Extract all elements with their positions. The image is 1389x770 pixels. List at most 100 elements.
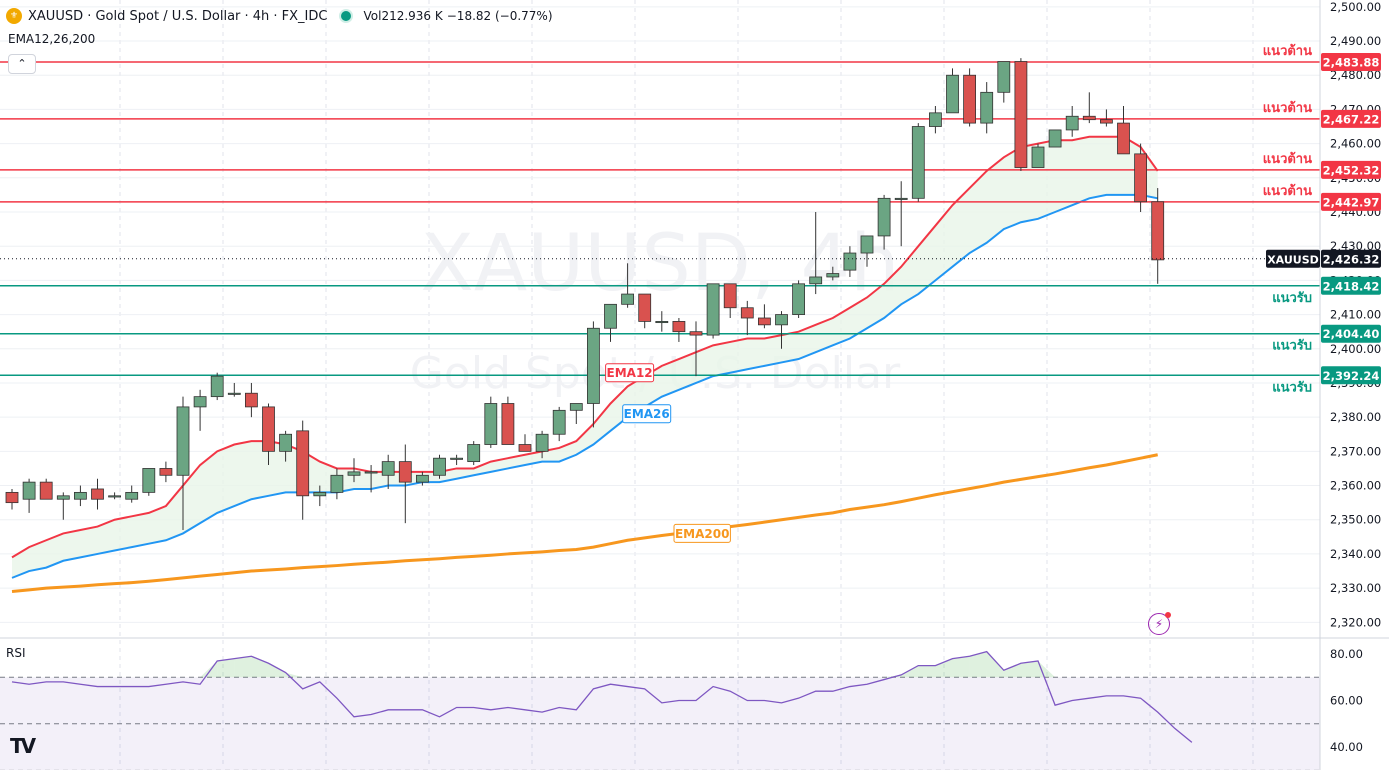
support-label: แนวรับ xyxy=(1272,380,1312,395)
level-price-tag-box xyxy=(1321,324,1381,343)
ema-label-text: EMA26 xyxy=(624,407,670,421)
level-price-tag: 2,418.42 xyxy=(1321,276,1381,295)
candle-body xyxy=(604,303,617,329)
candle xyxy=(1031,143,1045,168)
level-price-tag-box xyxy=(1321,160,1381,179)
candle-body xyxy=(843,252,857,271)
level-price-tag-box xyxy=(1321,52,1381,71)
rsi-overbought-fill xyxy=(986,651,1004,678)
candle xyxy=(467,441,481,466)
candle xyxy=(381,454,395,489)
candle xyxy=(775,311,788,349)
candle-body xyxy=(518,444,532,452)
tradingview-logo[interactable]: TV xyxy=(10,734,36,758)
level-price-tag-text: 2,467.22 xyxy=(1323,112,1380,126)
candle xyxy=(963,68,976,127)
candle xyxy=(621,263,634,308)
price-axis-tick-label: 2,370.00 xyxy=(1330,444,1381,458)
candle xyxy=(74,485,87,507)
candle xyxy=(125,485,139,503)
candle xyxy=(929,106,942,134)
gold-coin-icon: ⚜ xyxy=(6,8,22,24)
candle xyxy=(91,478,104,510)
candle xyxy=(638,293,652,329)
resistance-label: แนวต้าน xyxy=(1263,151,1312,167)
candle xyxy=(535,430,549,459)
candle xyxy=(159,461,173,483)
price-axis-tick-label: 2,340.00 xyxy=(1330,547,1381,561)
candle-body xyxy=(125,491,139,500)
candle-body xyxy=(193,396,207,408)
candle-body xyxy=(467,444,481,463)
level-price-tag-text: 2,392.24 xyxy=(1323,369,1380,383)
current-price-tag: XAUUSD 2,426.32 xyxy=(1266,249,1381,268)
level-price-tag-box xyxy=(1321,109,1381,128)
candle xyxy=(279,430,293,462)
collapse-legend-button[interactable]: ⌃ xyxy=(8,54,36,74)
level-price-tag: 2,483.88 xyxy=(1321,52,1381,71)
price-axis-tick-label: 2,480.00 xyxy=(1330,68,1381,82)
candle xyxy=(552,406,566,442)
level-price-tag-box xyxy=(1321,192,1381,211)
level-price-tag: 2,392.24 xyxy=(1321,366,1381,385)
candle xyxy=(809,212,823,295)
resistance-label: แนวต้าน xyxy=(1263,100,1312,116)
volume-change: −18.82 (−0.77%) xyxy=(446,9,553,23)
candle xyxy=(655,311,669,332)
candle-body xyxy=(723,283,737,309)
symbol-title[interactable]: XAUUSD · Gold Spot / U.S. Dollar · 4h · … xyxy=(28,8,328,24)
candle-body xyxy=(91,488,104,500)
lightning-icon[interactable]: ⚡ xyxy=(1148,612,1171,635)
level-price-tag: 2,452.32 xyxy=(1321,160,1381,179)
rsi-indicator-legend[interactable]: RSI xyxy=(6,646,26,660)
ema-label-text: EMA200 xyxy=(675,527,729,541)
resistance-label: แนวต้าน xyxy=(1263,43,1312,59)
candle-body xyxy=(159,468,173,476)
rsi-axis-tick-label: 60.00 xyxy=(1330,694,1363,708)
candle-body xyxy=(758,317,771,326)
candle xyxy=(484,396,498,448)
candle xyxy=(1048,129,1062,148)
ema12-line xyxy=(11,135,1159,559)
ema-indicator-legend[interactable]: EMA12,26,200 xyxy=(8,32,96,46)
candle-body xyxy=(552,409,566,435)
candle xyxy=(1134,143,1147,212)
candle-body xyxy=(706,283,720,336)
candle-body xyxy=(672,321,686,333)
candle-body xyxy=(980,91,994,124)
candle-body xyxy=(826,273,840,278)
candle xyxy=(911,123,925,202)
candle xyxy=(415,471,429,486)
candle xyxy=(706,283,720,339)
candle-body xyxy=(74,491,87,500)
price-axis-tick-label: 2,490.00 xyxy=(1330,34,1381,48)
candle-body xyxy=(210,375,224,398)
candle xyxy=(997,61,1011,103)
candle-body xyxy=(330,474,344,493)
support-label: แนวรับ xyxy=(1272,291,1312,306)
candle xyxy=(433,454,446,479)
candle-body xyxy=(142,468,156,493)
candle xyxy=(193,389,207,431)
rsi-overbought-fill xyxy=(935,658,953,678)
candle-body xyxy=(792,283,805,315)
price-axis-tick-label: 2,500.00 xyxy=(1330,0,1381,14)
candle-body xyxy=(569,403,583,411)
candle xyxy=(569,403,583,424)
rsi-overbought-fill xyxy=(217,658,235,678)
candle-body xyxy=(501,403,515,445)
candle xyxy=(347,458,361,483)
watermark-symbol: XAUUSD, 4h xyxy=(420,219,899,309)
rsi-overbought-fill xyxy=(1020,660,1038,678)
rsi-line xyxy=(11,650,1193,743)
candle xyxy=(1082,92,1096,124)
candle-body xyxy=(775,314,788,326)
ema-label-box xyxy=(673,523,731,543)
rsi-overbought-fill xyxy=(969,651,987,678)
candle-body xyxy=(279,433,293,452)
candle-body xyxy=(176,406,190,476)
candle-body xyxy=(108,495,121,498)
candle xyxy=(244,382,258,418)
candle-body xyxy=(1065,115,1079,131)
